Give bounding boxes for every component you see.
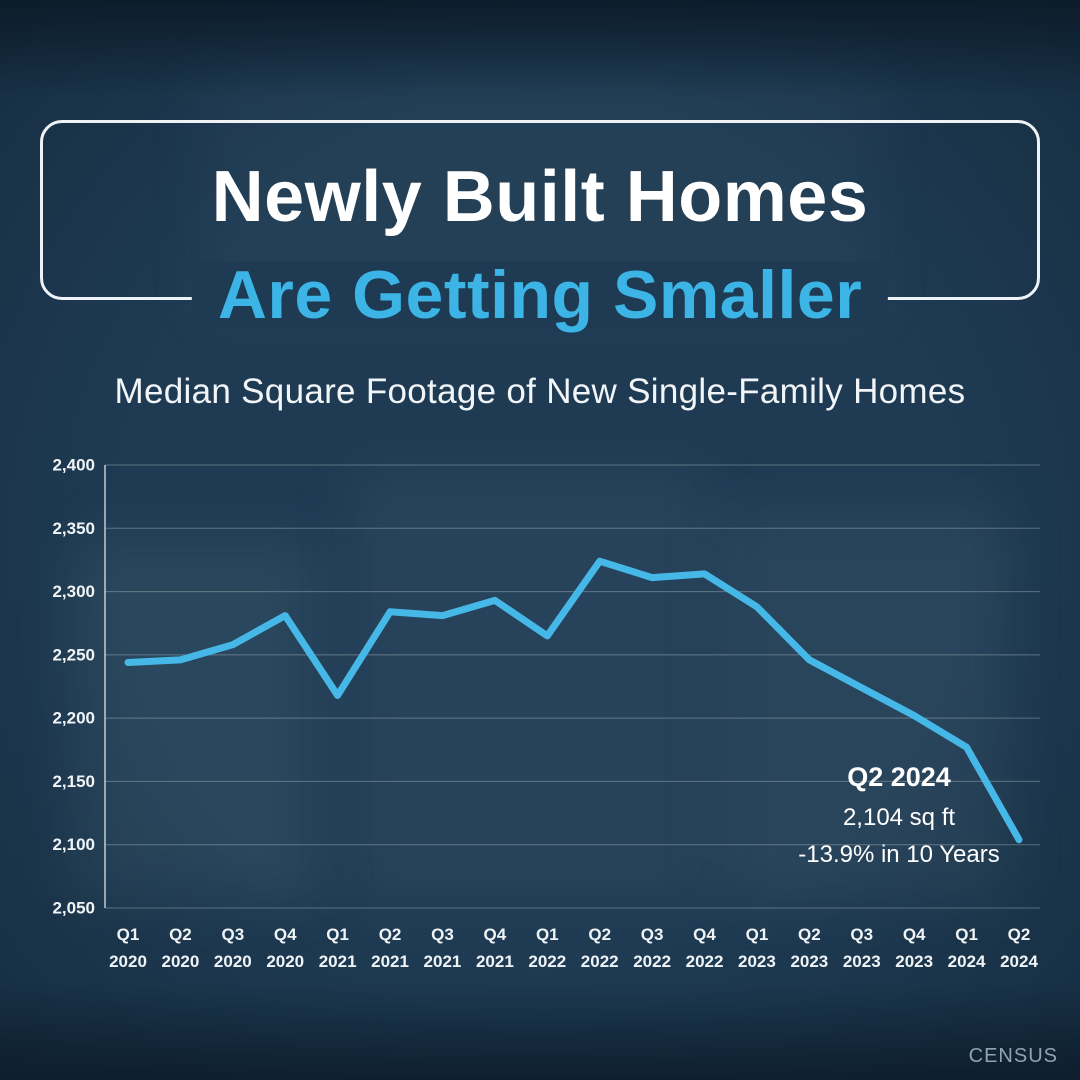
x-axis-year-label: 2021 — [476, 952, 514, 971]
title-box: Newly Built Homes Are Getting Smaller — [40, 120, 1040, 329]
x-axis-quarter-label: Q4 — [903, 925, 926, 944]
x-axis-quarter-label: Q4 — [274, 925, 297, 944]
x-axis-year-label: 2021 — [424, 952, 462, 971]
x-axis-quarter-label: Q4 — [484, 925, 507, 944]
x-axis-year-label: 2023 — [843, 952, 881, 971]
x-axis-quarter-label: Q1 — [746, 925, 769, 944]
y-axis-tick-label: 2,350 — [52, 519, 95, 538]
x-axis-year-label: 2020 — [161, 952, 199, 971]
y-axis-tick-label: 2,150 — [52, 772, 95, 791]
x-axis-year-label: 2022 — [581, 952, 619, 971]
x-axis-quarter-label: Q1 — [536, 925, 559, 944]
x-axis-quarter-label: Q2 — [1008, 925, 1031, 944]
x-axis-year-label: 2024 — [1000, 952, 1038, 971]
x-axis-quarter-label: Q1 — [326, 925, 349, 944]
x-axis-year-label: 2023 — [895, 952, 933, 971]
y-axis-tick-label: 2,050 — [52, 899, 95, 918]
x-axis-quarter-label: Q3 — [221, 925, 244, 944]
x-axis-year-label: 2022 — [633, 952, 671, 971]
x-axis-quarter-label: Q2 — [798, 925, 821, 944]
title-line2: Are Getting Smaller — [191, 261, 889, 329]
x-axis-quarter-label: Q1 — [117, 925, 140, 944]
data-point-annotation: Q2 2024 2,104 sq ft -13.9% in 10 Years — [777, 762, 1021, 869]
chart-subtitle: Median Square Footage of New Single-Fami… — [114, 372, 966, 411]
annotation-change: -13.9% in 10 Years — [798, 841, 1000, 868]
x-axis-quarter-label: Q2 — [588, 925, 611, 944]
line-chart: 2,050 2,100 2,150 2,200 2,250 2,300 2,350 2,400… — [52, 456, 1040, 971]
x-axis-year-label: 2023 — [790, 952, 828, 971]
y-axis-tick-label: 2,250 — [52, 645, 95, 664]
median-sqft-line — [124, 557, 1023, 844]
x-axis-year-label: 2021 — [371, 952, 409, 971]
x-axis-quarter-label: Q1 — [955, 925, 978, 944]
x-axis-year-label: 2020 — [109, 952, 147, 971]
x-axis-quarter-label: Q3 — [850, 925, 873, 944]
annotation-value: 2,104 sq ft — [842, 804, 956, 831]
y-axis-tick-label: 2,400 — [52, 456, 95, 475]
y-axis-tick-label: 2,100 — [52, 835, 95, 854]
x-axis-year-label: 2024 — [948, 952, 986, 971]
x-axis-year-label: 2023 — [738, 952, 776, 971]
title-line1: Newly Built Homes — [211, 157, 869, 237]
x-axis-quarter-label: Q2 — [169, 925, 192, 944]
x-axis-year-label: 2021 — [319, 952, 357, 971]
x-axis-quarter-label: Q2 — [379, 925, 402, 944]
x-axis-year-label: 2020 — [266, 952, 304, 971]
annotation-label: Q2 2024 — [847, 762, 951, 792]
x-axis-year-label: 2020 — [214, 952, 252, 971]
x-axis-year-label: 2022 — [686, 952, 724, 971]
x-axis-quarter-label: Q4 — [693, 925, 716, 944]
y-axis-tick-label: 2,300 — [52, 582, 95, 601]
x-axis-year-label: 2022 — [528, 952, 566, 971]
x-axis-quarter-label: Q3 — [641, 925, 664, 944]
x-axis-quarter-label: Q3 — [431, 925, 454, 944]
y-axis-tick-label: 2,200 — [52, 709, 95, 728]
census-watermark: CENSUS — [968, 1045, 1058, 1067]
